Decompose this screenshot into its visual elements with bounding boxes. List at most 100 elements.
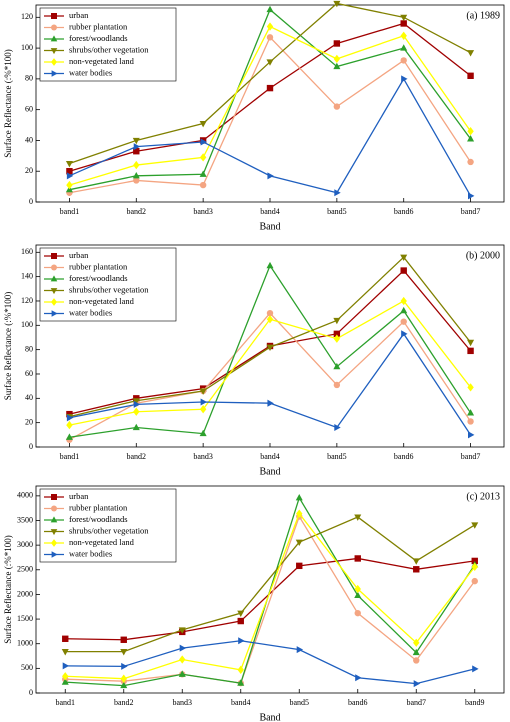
y-tick-label: 80 <box>25 344 33 353</box>
y-tick-label: 2500 <box>17 565 33 574</box>
legend-label: water bodies <box>69 307 112 317</box>
y-tick-label: 80 <box>25 74 33 83</box>
data-point <box>333 330 341 338</box>
legend-label: shrubs/other vegetation <box>69 525 149 535</box>
data-point <box>237 610 245 617</box>
data-point <box>467 418 474 425</box>
legend-label: shrubs/other vegetation <box>69 284 149 294</box>
x-tick-label: band6 <box>394 207 414 216</box>
legend-label: urban <box>69 250 89 260</box>
x-tick-label: band4 <box>260 452 280 461</box>
data-point <box>266 344 274 352</box>
y-tick-label: 40 <box>25 393 33 402</box>
x-tick-label: band9 <box>465 698 485 707</box>
data-point <box>133 160 140 170</box>
data-point <box>355 674 362 682</box>
legend-label: non-vegetated land <box>69 537 135 547</box>
data-point <box>471 562 478 571</box>
data-point <box>133 400 141 408</box>
y-tick-label: 0 <box>29 197 33 206</box>
legend-marker <box>50 48 58 55</box>
data-point <box>471 557 478 565</box>
data-point <box>66 168 73 175</box>
data-point <box>354 609 361 617</box>
data-point <box>468 431 475 439</box>
data-point <box>354 555 361 562</box>
y-tick-label: 3000 <box>17 540 33 549</box>
data-point <box>413 566 420 573</box>
data-point <box>333 334 341 343</box>
data-point <box>413 638 420 647</box>
legend-label: urban <box>69 491 89 501</box>
data-point <box>400 31 407 40</box>
x-tick-label: band7 <box>406 698 426 707</box>
data-point <box>132 137 140 145</box>
data-point <box>200 398 207 406</box>
data-point <box>132 423 140 431</box>
data-point <box>333 103 341 110</box>
data-point <box>334 424 341 432</box>
x-tick-label: band7 <box>461 452 481 461</box>
data-point <box>66 172 74 180</box>
x-tick-label: band5 <box>289 698 309 707</box>
y-tick-label: 500 <box>21 663 33 672</box>
legend-marker <box>51 24 57 31</box>
series-line <box>65 512 476 680</box>
data-point <box>266 5 274 13</box>
legend-marker <box>51 13 57 19</box>
plot-frame <box>35 485 505 694</box>
data-point <box>267 172 274 180</box>
x-tick-label: band7 <box>461 207 481 216</box>
data-point <box>199 153 207 162</box>
data-point <box>467 72 474 79</box>
data-point <box>199 405 207 414</box>
legend-label: forest/woodlands <box>69 33 128 43</box>
data-point <box>66 180 73 190</box>
x-tick-label: band5 <box>327 207 347 216</box>
legend-box <box>39 247 177 322</box>
legend-label: rubber plantation <box>69 502 128 512</box>
x-tick-label: band6 <box>348 698 368 707</box>
data-point <box>467 383 474 392</box>
data-point <box>413 657 420 664</box>
y-axis-label: Surface Reflectance (:%*100) <box>3 292 13 400</box>
series-line <box>65 516 476 653</box>
data-point <box>178 627 186 634</box>
data-point <box>266 315 274 324</box>
data-point <box>179 644 187 652</box>
data-point <box>333 362 341 370</box>
y-tick-label: 3500 <box>17 515 33 524</box>
series-line <box>69 312 472 441</box>
data-point <box>266 84 274 92</box>
legend-marker <box>51 253 57 259</box>
data-point <box>179 655 186 664</box>
y-tick-label: 100 <box>21 43 33 52</box>
series-line <box>65 515 476 684</box>
y-tick-label: 140 <box>21 271 33 280</box>
data-point <box>467 135 475 142</box>
data-point <box>199 388 207 395</box>
legend-marker <box>51 58 57 66</box>
legend-marker <box>51 551 58 558</box>
data-point <box>120 636 127 643</box>
data-point <box>66 414 74 422</box>
series-line <box>69 77 472 197</box>
legend-marker <box>50 516 58 523</box>
data-point <box>472 665 479 673</box>
data-point <box>401 330 408 338</box>
legend-label: rubber plantation <box>69 21 128 31</box>
legend-marker <box>51 70 58 77</box>
data-point <box>132 398 140 405</box>
data-point <box>133 148 140 155</box>
data-point <box>120 674 127 683</box>
legend-label: water bodies <box>69 548 112 558</box>
legend-marker <box>51 298 57 306</box>
legend-box <box>39 7 177 82</box>
y-tick-label: 60 <box>25 104 33 113</box>
data-point <box>61 678 69 685</box>
data-point <box>400 57 407 64</box>
legend-marker <box>50 275 58 282</box>
y-axis-label: Surface Reflectance (:%*100) <box>3 535 13 643</box>
data-point <box>412 648 420 656</box>
